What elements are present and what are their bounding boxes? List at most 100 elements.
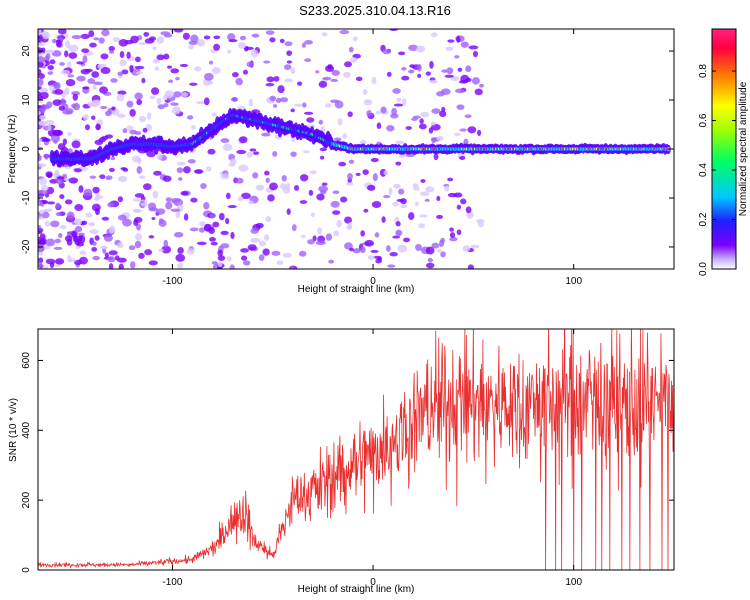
heatmap-cell [55,39,62,48]
heatmap-cell [92,84,97,91]
heatmap-cell [39,209,45,215]
heatmap-cell [204,72,214,81]
heatmap-cell [171,106,181,115]
heatmap-cell [298,250,307,257]
heatmap-cell [265,177,270,184]
heatmap-cell [170,102,179,106]
heatmap-cell [236,149,247,155]
heatmap-cell [258,240,267,247]
heatmap-cell [277,85,285,94]
spectrogram-xtick-label: 100 [565,276,582,287]
heatmap-cell [41,184,49,191]
heatmap-cell [52,129,62,137]
heatmap-cell [299,200,308,204]
heatmap-cell [269,95,276,102]
heatmap-cell [78,256,88,265]
heatmap-cell [454,55,460,59]
heatmap-cell [460,41,469,48]
heatmap-cell [242,260,251,266]
heatmap-cell [364,239,375,247]
heatmap-cell [381,216,386,223]
heatmap-cell [67,255,72,263]
heatmap-cell [150,87,160,95]
heatmap-cell [177,177,183,181]
heatmap-cell [93,37,100,41]
heatmap-cell [428,127,434,134]
heatmap-cell [217,255,226,262]
heatmap-cell [275,97,282,104]
heatmap-cell [117,242,124,249]
heatmap-cell [372,173,378,182]
heatmap-cell [88,222,96,227]
heatmap-cell [38,61,44,68]
heatmap-cell [242,69,249,75]
heatmap-cell [79,235,86,244]
heatmap-cell [119,59,127,67]
heatmap-cell [203,223,212,232]
heatmap-cell [38,230,43,235]
heatmap-cell [151,216,156,221]
heatmap-cell [431,32,438,38]
heatmap-cell [441,106,446,112]
heatmap-cell [71,140,81,149]
heatmap-cell [420,179,426,183]
heatmap-cell [152,58,160,64]
heatmap-cell [154,66,160,71]
heatmap-cell [479,83,485,88]
heatmap-cell [142,183,152,191]
heatmap-cell [425,71,431,76]
heatmap-cell [415,243,422,251]
heatmap-cell [144,249,153,256]
heatmap-cell [284,41,293,47]
heatmap-cell [52,99,62,107]
heatmap-cell [429,79,438,84]
colorbar-tick-label: 0.6 [698,113,709,127]
colorbar: 0.0 0.2 0.4 0.6 0.8 Normalized spectral ampl… [698,28,749,276]
snr-xtick-label: 0 [370,577,376,588]
heatmap-cell [377,256,383,261]
heatmap-cell [472,50,479,58]
heatmap-cell [279,183,288,190]
heatmap-cell [229,264,235,269]
heatmap-cell [122,218,132,227]
heatmap-cell [395,140,405,145]
heatmap-cell [330,99,340,104]
heatmap-cell [82,55,88,64]
heatmap-cell [38,78,44,87]
heatmap-cell [116,113,126,118]
heatmap-cell [220,173,230,180]
heatmap-cell [328,259,335,264]
spectrogram-xtick-label: 0 [370,276,376,287]
heatmap-cell [390,113,399,119]
heatmap-cell [397,244,408,253]
heatmap-cell [74,225,83,233]
heatmap-cell [38,193,45,197]
heatmap-cell [58,105,66,111]
heatmap-cell [199,221,206,227]
heatmap-cell [170,68,180,74]
heatmap-cell [146,149,156,158]
heatmap-cell [393,103,404,107]
heatmap-cell [136,99,143,106]
heatmap-cell [182,32,190,40]
heatmap-cell [347,111,353,118]
heatmap-cell [209,213,216,219]
heatmap-cell [44,138,51,143]
heatmap-cell [258,254,265,261]
heatmap-cell [273,104,278,108]
heatmap-cell [387,264,396,268]
heatmap-cell [165,197,172,202]
snr-series-line [38,329,674,570]
colorbar-label: Normalized spectral amplitude [738,81,749,216]
heatmap-cell [389,252,398,257]
figure-title: S233.2025.310.04.13.R16 [299,3,451,18]
heatmap-cell [262,248,270,256]
heatmap-cell [117,71,124,76]
heatmap-cell [308,189,314,196]
heatmap-cell [62,138,67,146]
heatmap-cell [386,124,395,132]
heatmap-cell [370,249,379,253]
heatmap-cell [444,185,450,192]
heatmap-cell [255,184,265,191]
